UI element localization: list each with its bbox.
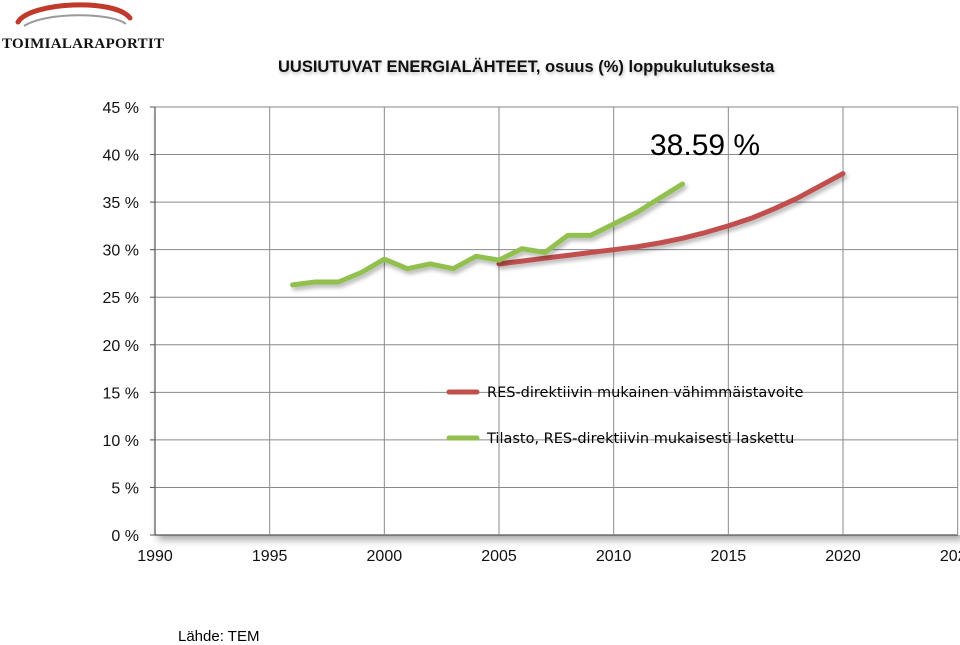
y-tick-label: 15 %	[103, 385, 139, 402]
x-tick-label: 1990	[137, 548, 173, 565]
plot-area	[155, 107, 960, 535]
x-tick-label: 2000	[367, 548, 403, 565]
x-tick-label: 2010	[596, 548, 632, 565]
series-line-1	[290, 181, 685, 288]
y-tick-label: 25 %	[103, 290, 139, 307]
series-lines	[290, 171, 846, 288]
x-tick-label: 1995	[252, 548, 288, 565]
x-tick-label: 2005	[481, 548, 517, 565]
legend-label-1: Tilasto, RES-direktiivin mukaisesti lask…	[486, 431, 794, 447]
logo-arc-gray	[23, 14, 127, 27]
brand-name: TOIMIALARAPORTIT	[2, 36, 165, 52]
x-tick-label: 2025	[940, 548, 960, 565]
logo-arc-red	[15, 2, 133, 25]
x-tick-label: 2020	[825, 548, 861, 565]
grid-lines	[150, 106, 959, 536]
y-tick-label: 0 %	[111, 528, 139, 545]
y-tick-label: 5 %	[111, 480, 139, 497]
legend-label-0: RES-direktiivin mukainen vähimmäistavoit…	[487, 385, 803, 401]
y-tick-label: 10 %	[103, 433, 139, 450]
chart-title: UUSIUTUVAT ENERGIALÄHTEET, osuus (%) lop…	[278, 58, 775, 76]
y-tick-label: 30 %	[103, 243, 139, 260]
series-line-0	[496, 171, 846, 267]
annotation-value: 38.59 %	[650, 129, 760, 162]
x-tick-label: 2015	[711, 548, 747, 565]
source-note: Lähde: TEM	[178, 628, 260, 645]
y-tick-label: 40 %	[103, 148, 139, 165]
y-tick-label: 35 %	[103, 195, 139, 212]
y-tick-label: 45 %	[103, 100, 139, 117]
y-axis-ticks: 0 % 5 % 10 % 15 % 20 % 25 % 30 % 35 % 40 % 45 %	[103, 100, 139, 545]
y-tick-label: 20 %	[103, 338, 139, 355]
x-axis-ticks: 1990 1995 2000 2005 2010 2015 2020 2025	[137, 548, 960, 565]
toimialaraportit-logo	[15, 2, 133, 27]
legend: RES-direktiivin mukainen vähimmäistavoit…	[446, 385, 803, 447]
